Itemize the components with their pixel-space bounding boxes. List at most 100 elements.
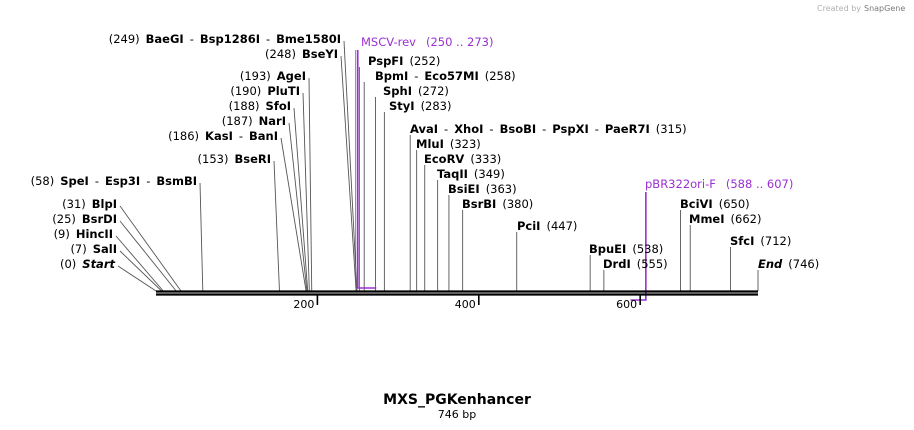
enzyme-name: SfcI (730, 234, 754, 248)
cut-site-line (340, 55, 357, 292)
cut-site-line (119, 220, 177, 292)
cut-site-line (308, 77, 313, 292)
map-title-block: MXS_PGKenhancer 746 bp (383, 392, 531, 421)
primer-range: (250 .. 273) (426, 35, 494, 49)
enzyme-label: (0) Start (60, 257, 116, 271)
site-position: (363) (486, 182, 517, 196)
snapgene-credit: Created by SnapGene (817, 4, 905, 13)
site-position: - (542, 122, 546, 136)
enzyme-name: NarI (259, 114, 286, 128)
enzyme-name: HincII (76, 227, 113, 241)
enzyme-label: SfcI (712) (730, 234, 791, 248)
enzyme-label: (25) BsrDI (52, 212, 117, 226)
enzyme-name: SfoI (266, 99, 291, 113)
enzyme-label: PspFI (252) (368, 54, 440, 68)
enzyme-name: BsmBI (156, 174, 197, 188)
enzyme-name: SphI (383, 84, 412, 98)
site-position: (193) (240, 69, 271, 83)
ruler-tick-label: 200 (293, 298, 314, 311)
enzyme-label: (249) BaeGI - Bsp1286I - Bme1580I (109, 32, 341, 46)
enzyme-label: (248) BseYI (265, 47, 338, 61)
enzyme-label: (31) BlpI (62, 197, 117, 211)
enzyme-label: (58) SpeI - Esp3I - BsmBI (31, 174, 197, 188)
site-position: - (95, 174, 99, 188)
enzyme-name: AgeI (277, 69, 306, 83)
cut-site-line (343, 40, 358, 292)
site-position: (25) (52, 212, 76, 226)
site-position: (323) (450, 137, 481, 151)
primer-arrow (630, 192, 647, 301)
site-position: (349) (474, 167, 505, 181)
enzyme-name: MluI (416, 137, 444, 151)
dna-backbone (156, 290, 758, 296)
enzyme-label: MmeI (662) (689, 212, 761, 226)
sequence-length: 746 bp (438, 408, 476, 421)
enzyme-name: DrdI (603, 257, 631, 271)
enzyme-name: BsoBI (500, 122, 537, 136)
enzyme-label: AvaI - XhoI - BsoBI - PspXI - PaeR7I (315) (410, 122, 687, 136)
enzyme-name: AvaI (410, 122, 438, 136)
site-position: (153) (198, 152, 229, 166)
site-position: (248) (265, 47, 296, 61)
enzyme-label: BciVI (650) (680, 197, 750, 211)
site-position: - (444, 122, 448, 136)
site-position: - (239, 129, 243, 143)
cut-site-line (302, 92, 310, 292)
enzyme-label: PciI (447) (517, 219, 577, 233)
site-position: (190) (230, 84, 261, 98)
enzyme-label: EcoRV (333) (424, 152, 501, 166)
site-position: (315) (656, 122, 687, 136)
site-position: (447) (546, 219, 577, 233)
enzyme-label: End (746) (758, 257, 819, 271)
primer-label: MSCV-rev (250 .. 273) (361, 35, 493, 49)
site-position: (58) (31, 174, 55, 188)
primer-range: (588 .. 607) (726, 177, 794, 191)
enzyme-name: BsiEI (448, 182, 480, 196)
primer-label: pBR322ori-F (588 .. 607) (645, 177, 793, 191)
primer-annotations: MSCV-rev (250 .. 273) pBR322ori-F (588 .. 6… (355, 35, 793, 301)
enzyme-label: (153) BseRI (198, 152, 271, 166)
enzyme-name: PspXI (552, 122, 588, 136)
site-position: (712) (760, 234, 791, 248)
enzyme-label: BpuEI (538) (589, 242, 663, 256)
credit-text: Created by (817, 4, 861, 13)
enzyme-label: DrdI (555) (603, 257, 668, 271)
enzyme-name: SpeI (60, 174, 89, 188)
enzyme-name: StyI (389, 99, 415, 113)
enzyme-name: BsrBI (462, 197, 496, 211)
enzyme-name: BseYI (302, 47, 338, 61)
enzyme-name: Bme1580I (276, 32, 341, 46)
enzyme-name: PluTI (267, 84, 300, 98)
enzyme-label: TaqII (349) (437, 167, 505, 181)
enzyme-label: MluI (323) (416, 137, 481, 151)
enzyme-name: BlpI (92, 197, 117, 211)
enzyme-name: PspFI (368, 54, 403, 68)
site-position: (272) (418, 84, 449, 98)
enzyme-name: BciVI (680, 197, 713, 211)
sequence-name: MXS_PGKenhancer (383, 392, 531, 408)
cut-site-line (293, 107, 309, 292)
site-position: (31) (62, 197, 86, 211)
site-position: (186) (168, 129, 199, 143)
site-position: (746) (788, 257, 819, 271)
cut-site-line (273, 160, 280, 292)
enzyme-name: KasI (205, 129, 233, 143)
enzyme-name: EcoRV (424, 152, 464, 166)
site-position: - (414, 69, 418, 83)
primer-name: MSCV-rev (361, 35, 416, 49)
enzyme-label: (187) NarI (222, 114, 286, 128)
enzyme-name: BpuEI (589, 242, 626, 256)
site-position: (252) (409, 54, 440, 68)
cut-site-line (119, 250, 162, 292)
site-position: - (190, 32, 194, 46)
cut-site-line (280, 137, 307, 292)
enzyme-labels: (0) Start(7) SalI (9) HincII(25) BsrDI(31) Blp… (31, 32, 820, 271)
enzyme-name: TaqII (437, 167, 468, 181)
site-position: - (146, 174, 150, 188)
site-position: (538) (632, 242, 663, 256)
site-position: - (595, 122, 599, 136)
site-position: (0) (60, 257, 76, 271)
site-position: (555) (637, 257, 668, 271)
enzyme-name: BanI (249, 129, 278, 143)
